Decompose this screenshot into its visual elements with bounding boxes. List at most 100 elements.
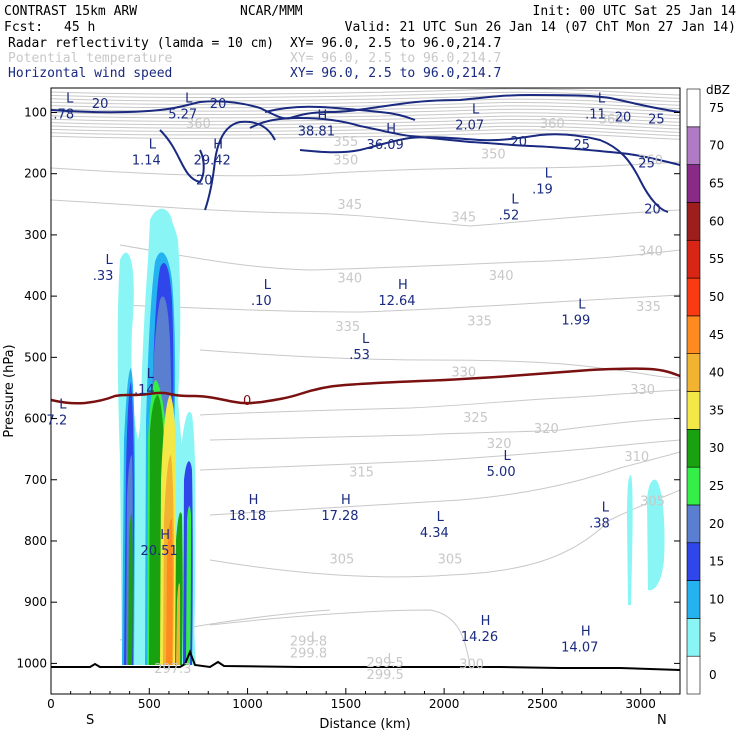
low-marker: L5.27	[168, 91, 197, 122]
colorbar-swatch	[686, 429, 701, 468]
y-tick-label: 600	[24, 412, 47, 426]
extremum-kind: H	[481, 614, 491, 629]
colorbar-level-label: 45	[709, 328, 724, 342]
reflectivity-east-band-inner	[176, 583, 180, 665]
y-tick-label: 500	[24, 350, 47, 364]
x-axis-north-label: N	[657, 713, 667, 728]
extremum-kind: L	[311, 631, 319, 646]
wind-label: 20	[644, 202, 661, 217]
low-marker: L.14	[134, 367, 155, 398]
colorbar-level-label: 30	[709, 441, 724, 455]
low-marker: L4.34	[420, 510, 449, 541]
extremum-value: 299.8	[290, 647, 327, 662]
header: CONTRAST 15km ARW NCAR/MMM Init: 00 UTC …	[4, 4, 736, 81]
x-tick-label: 2000	[429, 697, 460, 711]
low-marker: L.10	[251, 278, 272, 309]
colorbar-level-label: 15	[709, 555, 724, 569]
extremum-value: 1.14	[132, 153, 161, 168]
high-marker: H20.51	[141, 528, 178, 559]
theta-upper-contour	[51, 129, 680, 137]
field-1-xy: XY= 96.0, 2.5 to 96.0,214.7	[290, 36, 501, 51]
forecast-label: Fcst:	[4, 20, 43, 35]
theta-contour-labels: 360 355 350 350 360 360 360 345 345 340 340 340 335 3…	[154, 113, 665, 678]
extremum-value: 7.2	[47, 413, 68, 428]
reflectivity-north-cell-a	[627, 475, 633, 605]
theta-label: 305	[438, 553, 463, 568]
y-tick-label: 300	[24, 228, 47, 242]
y-tick-label: 100	[24, 105, 47, 119]
init-time: Init: 00 UTC Sat 25 Jan 14	[533, 4, 737, 19]
low-marker: L.19	[532, 167, 553, 198]
x-axis-south-label: S	[86, 713, 94, 728]
extremum-value: .33	[93, 269, 114, 284]
colorbar-swatch	[686, 239, 701, 279]
theta-345-contour	[51, 199, 680, 227]
extremum-value: 5.27	[168, 107, 197, 122]
extremum-kind: L	[504, 449, 512, 464]
theta-335-contour	[119, 294, 680, 313]
y-tick-label: 1000	[16, 656, 47, 670]
wind-label: 25	[573, 138, 590, 153]
theta-label: 330	[630, 383, 655, 398]
x-tick-label: 2500	[527, 697, 558, 711]
theta-label: 345	[337, 198, 362, 213]
theta-label: 335	[636, 300, 661, 315]
theta-300-contour	[209, 609, 471, 666]
high-marker: H36.09	[367, 122, 404, 153]
y-tick-label: 900	[24, 595, 47, 609]
extremum-kind: L	[59, 397, 67, 412]
colorbar-level-label: 60	[709, 214, 724, 228]
wind-label: 20	[511, 135, 528, 150]
theta-label: 315	[349, 466, 374, 481]
high-marker: H14.26	[461, 614, 498, 645]
low-marker: L2.07	[455, 102, 484, 133]
plot-area	[50, 87, 681, 695]
extremum-value: .78	[53, 107, 74, 122]
extremum-kind: H	[341, 493, 351, 508]
extremum-kind: H	[581, 625, 591, 640]
extremum-value: .38	[589, 516, 610, 531]
theta-330-contour	[199, 349, 680, 379]
theta-label: 345	[451, 210, 476, 225]
wind-20-upper-contour	[51, 93, 680, 120]
extremum-kind: L	[105, 253, 113, 268]
wind-20-tropo-contour	[159, 129, 205, 184]
theta-label: 340	[638, 245, 663, 260]
colorbar-level-label: 75	[709, 101, 724, 115]
terrain-line	[51, 649, 680, 671]
wind-35-contour	[264, 105, 416, 121]
extremum-kind: L	[511, 192, 519, 207]
theta-label: 310	[624, 450, 649, 465]
y-tick-label: 700	[24, 473, 47, 487]
theta-upper-contour	[51, 122, 680, 130]
extremum-kind: H	[317, 109, 327, 124]
wind-25-contour	[249, 116, 680, 166]
x-tick-label: 3000	[625, 697, 656, 711]
theta-label: 299.8	[290, 635, 327, 650]
axes: 0 500 1000 1500 2000 2500 30001002003004005006…	[16, 105, 681, 711]
theta-label: 305	[640, 494, 665, 509]
x-tick-label: 1500	[331, 697, 362, 711]
low-marker: L.78	[53, 91, 74, 122]
theta-label: 340	[337, 272, 362, 287]
colorbar-level-label: 5	[709, 630, 717, 644]
x-tick-label: 500	[138, 697, 161, 711]
high-marker: H17.28	[321, 493, 358, 524]
low-marker: L5.00	[487, 449, 516, 480]
colorbar-swatch	[686, 353, 701, 392]
theta-upper-contour	[51, 118, 680, 127]
forecast-hours: 45 h	[64, 20, 95, 35]
extremum-value: 14.26	[461, 630, 498, 645]
theta-label: 360	[638, 154, 663, 169]
center-title: NCAR/MMM	[240, 4, 303, 19]
theta-label: 335	[467, 315, 492, 330]
freezing-level-label: 0	[243, 394, 251, 409]
theta-upper-contour	[51, 112, 680, 120]
theta-upper-contour	[51, 132, 680, 140]
theta-340-contour	[119, 244, 680, 271]
colorbar-level-label: 35	[709, 403, 724, 417]
extremum-kind: H	[386, 122, 396, 137]
wind-20-mid-contour	[204, 120, 276, 211]
